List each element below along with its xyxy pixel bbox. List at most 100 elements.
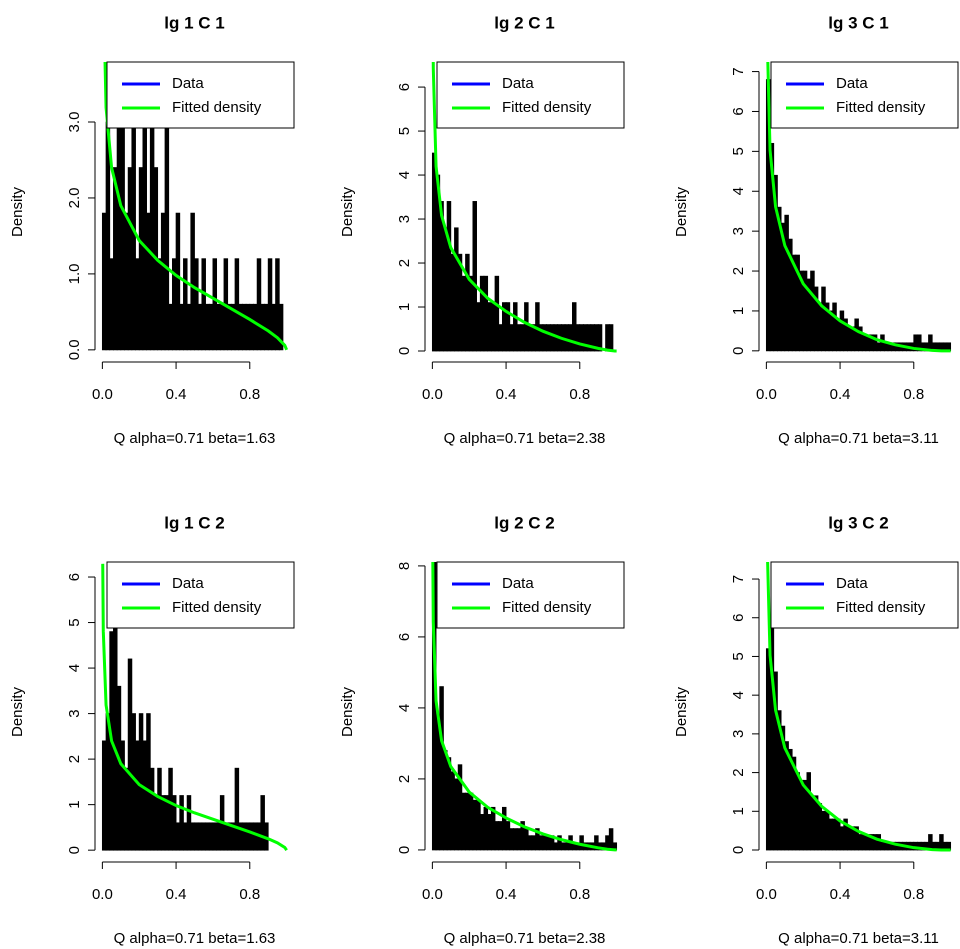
- histogram-bar: [216, 822, 221, 851]
- density-curve: [103, 62, 289, 351]
- histogram-bar: [605, 324, 610, 352]
- histogram-bar: [245, 822, 251, 851]
- histogram-bar: [234, 767, 240, 851]
- histogram-bar: [858, 834, 863, 851]
- histogram-bar: [142, 740, 147, 851]
- plot-area: [101, 563, 288, 852]
- y-tick-label: 2: [66, 755, 83, 763]
- histogram-bar: [149, 767, 155, 851]
- density-curve: [766, 562, 951, 852]
- histogram-bar: [524, 828, 529, 851]
- x-tick-label: 0.8: [239, 886, 260, 903]
- legend-box: [770, 61, 959, 129]
- legend: Data Fitted density: [106, 561, 295, 629]
- plot-area: [431, 562, 618, 852]
- histogram-bar: [490, 806, 496, 851]
- histogram-bar: [876, 834, 882, 851]
- x-tick-label: 0.8: [903, 386, 924, 403]
- histogram-bar: [505, 821, 511, 851]
- y-tick-label: 8: [396, 562, 413, 570]
- x-tick-label: 0.4: [496, 386, 517, 403]
- y-tick-label: 5: [730, 652, 747, 660]
- histogram-bar: [175, 822, 181, 851]
- histogram-bar: [487, 302, 492, 352]
- histogram-bar: [461, 792, 466, 851]
- histogram-bar: [186, 303, 192, 351]
- y-tick-label: 2: [396, 259, 413, 267]
- histogram-bar: [238, 303, 243, 351]
- histogram-bar: [450, 771, 455, 851]
- histogram-bar: [527, 324, 533, 352]
- histogram-bar: [249, 822, 254, 851]
- legend-label: Fitted density: [836, 599, 926, 616]
- histogram-bar: [839, 826, 845, 851]
- histogram-bar: [847, 826, 852, 851]
- histogram-bar: [260, 795, 265, 851]
- histogram-bar: [256, 258, 262, 351]
- histogram-bar: [498, 324, 503, 352]
- legend-label: Fitted density: [502, 599, 592, 616]
- legend-label: Fitted density: [172, 599, 262, 616]
- histogram-bar: [124, 212, 129, 351]
- histogram-bar: [208, 303, 214, 351]
- histogram-bar: [813, 795, 819, 851]
- density-curve: [766, 62, 951, 353]
- histogram-bar: [160, 212, 166, 351]
- plot-area: [765, 62, 952, 353]
- histogram-bar: [267, 258, 273, 351]
- histogram-bar: [538, 835, 544, 851]
- chart-title: lg 2 C 1: [494, 13, 554, 32]
- histogram-bar: [253, 303, 258, 351]
- histogram-bar: [160, 795, 166, 851]
- x-tick-label: 0.0: [756, 386, 777, 403]
- y-tick-label: 6: [66, 573, 83, 581]
- histogram-bar: [516, 828, 522, 851]
- histogram-bar: [190, 822, 195, 851]
- y-tick-label: 2: [730, 267, 747, 275]
- histogram-bar: [146, 713, 151, 851]
- y-tick-label: 7: [730, 67, 747, 75]
- x-tick-label: 0.8: [569, 386, 590, 403]
- histogram-bar: [483, 806, 489, 851]
- histogram-bar: [479, 814, 485, 851]
- histogram-bar: [149, 121, 155, 351]
- histogram-bar: [179, 795, 184, 851]
- legend-label: Data: [836, 575, 868, 592]
- histogram-bar: [253, 822, 258, 851]
- x-tick-label: 0.0: [756, 886, 777, 903]
- histogram-bar: [832, 818, 837, 851]
- histogram-bar: [810, 795, 815, 851]
- y-tick-label: 2.0: [66, 188, 83, 209]
- histogram-bar: [242, 822, 247, 851]
- histogram-bar: [854, 318, 859, 352]
- y-tick-label: 1.0: [66, 263, 83, 284]
- y-tick-label: 6: [396, 633, 413, 641]
- x-tick-label: 0.8: [903, 886, 924, 903]
- histogram-bar: [597, 324, 603, 352]
- histogram-bar: [431, 152, 437, 352]
- histogram-bar: [765, 648, 771, 851]
- histogram-bar: [479, 275, 485, 352]
- histogram-bar: [454, 778, 459, 851]
- histogram-bar: [168, 303, 173, 351]
- legend: Data Fitted density: [106, 61, 295, 129]
- y-tick-label: 6: [730, 107, 747, 115]
- histogram-bar: [608, 324, 614, 352]
- histogram-bar: [501, 806, 507, 851]
- histogram-bar: [546, 324, 551, 352]
- histogram-bar: [824, 810, 830, 851]
- y-axis-label: Density: [9, 186, 26, 237]
- histogram-bar: [197, 303, 203, 351]
- histogram-bar: [164, 795, 170, 851]
- histogram-bar: [183, 258, 188, 351]
- x-axis-label: Q alpha=0.71 beta=2.38: [444, 930, 606, 947]
- panel: lg 2 C 2 Q alpha=0.71 beta=2.38 Density 0.0…: [339, 513, 625, 947]
- histogram-bar: [928, 334, 933, 352]
- x-tick-label: 0.4: [830, 386, 851, 403]
- y-tick-label: 0: [730, 347, 747, 355]
- histogram-bar: [520, 324, 525, 352]
- histogram-bar: [817, 302, 823, 352]
- x-tick-label: 0.0: [422, 886, 443, 903]
- histogram-bar: [806, 772, 811, 851]
